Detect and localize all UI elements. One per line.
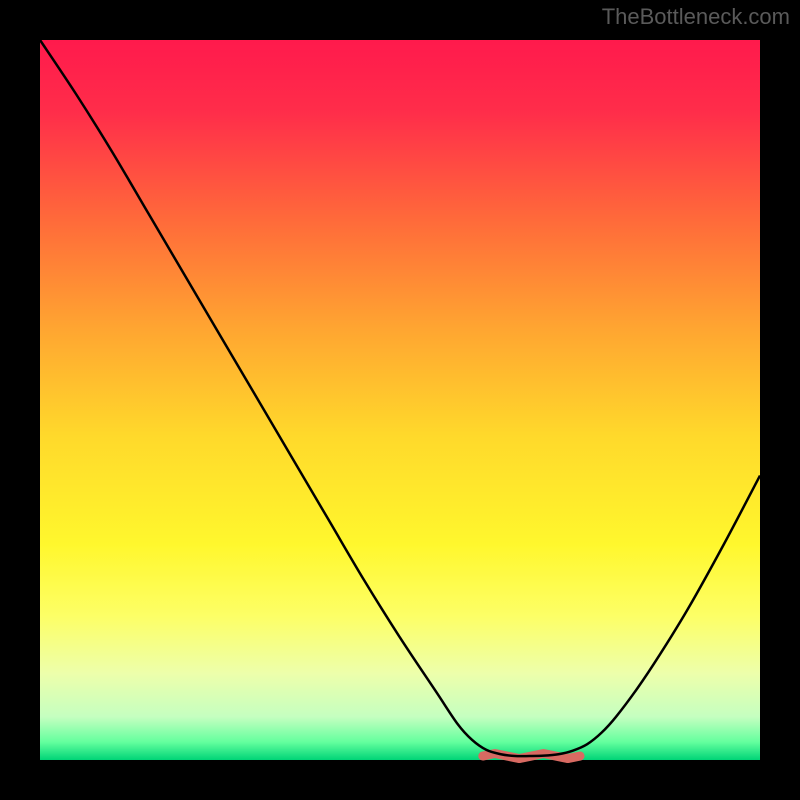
chart-background [40,40,760,760]
bottleneck-chart [0,0,800,800]
chart-container: TheBottleneck.com [0,0,800,800]
